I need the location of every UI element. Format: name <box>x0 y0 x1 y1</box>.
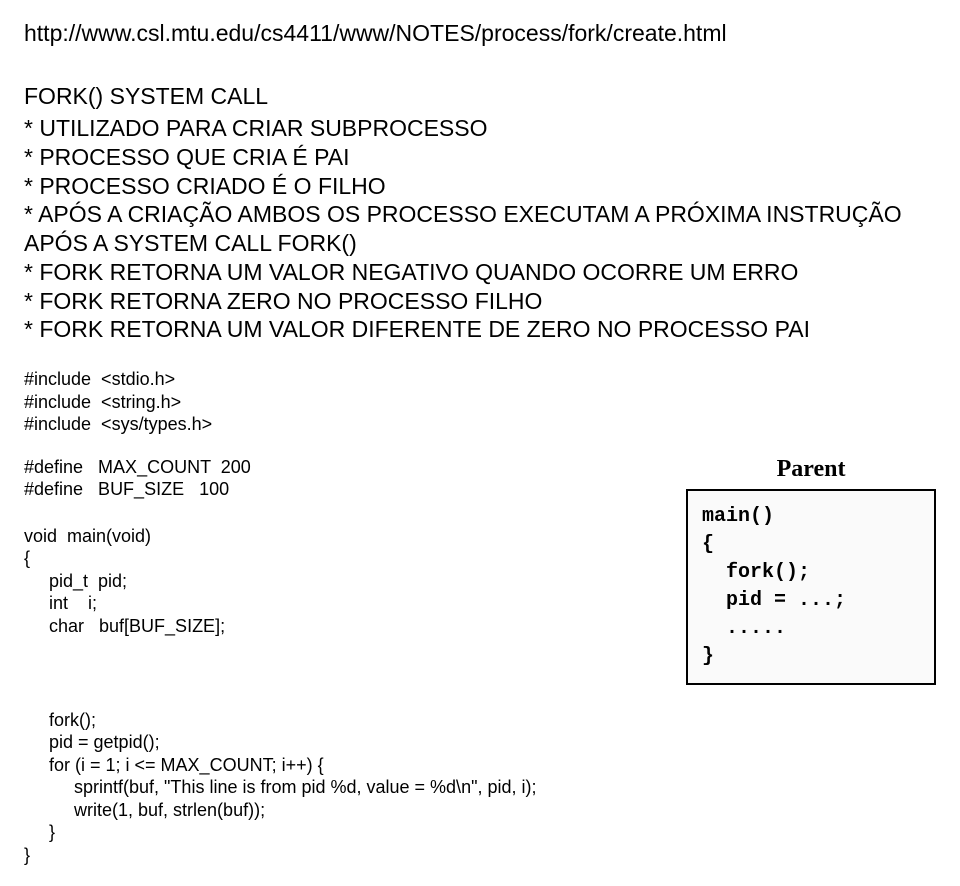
bullet-item: * UTILIZADO PARA CRIAR SUBPROCESSO <box>24 114 936 143</box>
bullet-item: * FORK RETORNA UM VALOR DIFERENTE DE ZER… <box>24 315 936 344</box>
heading-fork-system-call: FORK() SYSTEM CALL <box>24 83 936 110</box>
code-includes: #include <stdio.h> #include <string.h> #… <box>24 368 936 436</box>
fork-bullet-list: * UTILIZADO PARA CRIAR SUBPROCESSO * PRO… <box>24 114 936 344</box>
code-body: fork(); pid = getpid(); for (i = 1; i <=… <box>24 709 936 867</box>
code-main-declaration: void main(void) { pid_t pid; int i; char… <box>24 525 656 638</box>
bullet-item: * PROCESSO QUE CRIA É PAI <box>24 143 936 172</box>
bullet-item: * FORK RETORNA UM VALOR NEGATIVO QUANDO … <box>24 258 936 287</box>
bullet-item: * FORK RETORNA ZERO NO PROCESSO FILHO <box>24 287 936 316</box>
page-url: http://www.csl.mtu.edu/cs4411/www/NOTES/… <box>24 20 936 47</box>
parent-diagram: Parent main() { fork(); pid = ...; .....… <box>686 456 936 685</box>
parent-label: Parent <box>686 456 936 483</box>
code-defines: #define MAX_COUNT 200 #define BUF_SIZE 1… <box>24 456 656 501</box>
parent-code-box: main() { fork(); pid = ...; ..... } <box>686 489 936 685</box>
bullet-item: * PROCESSO CRIADO É O FILHO <box>24 172 936 201</box>
bullet-item: * APÓS A CRIAÇÃO AMBOS OS PROCESSO EXECU… <box>24 200 936 258</box>
